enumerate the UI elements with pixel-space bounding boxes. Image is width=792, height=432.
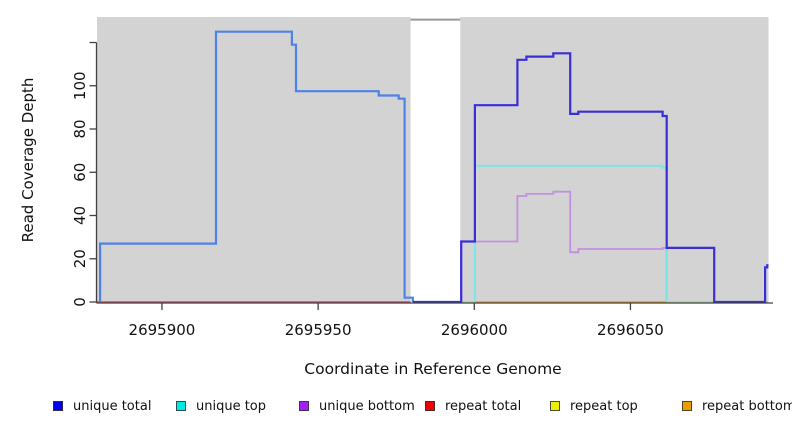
coverage-chart-canvas: 0 20 40 60 80 100 2695900 2695950 2696000 2696050: [71, 17, 773, 339]
legend-item-unique-top: unique top: [176, 396, 266, 416]
y-axis-title: Read Coverage Depth: [19, 77, 37, 243]
legend-item-repeat-bottom: repeat bottom: [682, 396, 792, 416]
y-tick-label-60: 60: [71, 163, 89, 182]
x-tick-label-2696000: 2696000: [441, 321, 508, 339]
series-line-coverage-left-of-gap: [98, 30, 414, 302]
legend-label-repeat-top: repeat top: [570, 398, 638, 414]
x-tick-label-2695900: 2695900: [129, 321, 196, 339]
legend-swatch-repeat-top: [550, 401, 560, 411]
legend-item-unique-total: unique total: [53, 396, 151, 416]
legend-swatch-unique-total: [53, 401, 63, 411]
gap-region: [410, 17, 461, 302]
series-line-unique-total: [412, 52, 769, 304]
y-tick-label-20: 20: [71, 249, 89, 268]
x-tick-label-2696050: 2696050: [597, 321, 664, 339]
x-axis-title: Coordinate in Reference Genome: [304, 360, 562, 378]
legend-label-unique-top: unique top: [196, 398, 267, 414]
legend: unique total unique top unique bottom repea…: [0, 396, 792, 420]
y-tick-label-0: 0: [71, 297, 89, 307]
y-tick-label-80: 80: [71, 119, 89, 138]
legend-swatch-repeat-bottom: [682, 401, 692, 411]
x-tick-label-2695950: 2695950: [285, 321, 352, 339]
legend-label-repeat-bottom: repeat bottom: [702, 398, 792, 414]
legend-item-repeat-total: repeat total: [425, 396, 521, 416]
legend-label-unique-bottom: unique bottom: [319, 398, 415, 414]
series-line-unique-bottom: [460, 190, 668, 302]
y-tick-label-40: 40: [71, 206, 89, 225]
legend-label-unique-total: unique total: [73, 398, 152, 414]
legend-swatch-unique-bottom: [299, 401, 309, 411]
legend-item-unique-bottom: unique bottom: [299, 396, 415, 416]
y-tick-label-100: 100: [71, 71, 89, 100]
legend-swatch-repeat-total: [425, 401, 435, 411]
legend-label-repeat-total: repeat total: [445, 398, 522, 414]
legend-swatch-unique-top: [176, 401, 186, 411]
legend-item-repeat-top: repeat top: [550, 396, 638, 416]
